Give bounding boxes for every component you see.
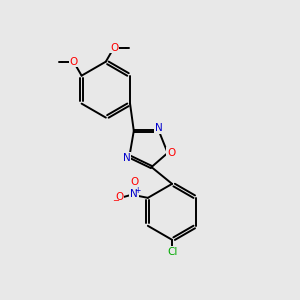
Text: +: + [135, 186, 141, 195]
Text: N: N [123, 153, 130, 163]
Text: −: − [112, 196, 119, 206]
Text: O: O [110, 43, 118, 52]
Text: O: O [115, 192, 123, 202]
Text: O: O [167, 148, 175, 158]
Text: Cl: Cl [167, 247, 177, 257]
Text: O: O [130, 177, 138, 187]
Text: O: O [69, 56, 77, 67]
Text: N: N [155, 123, 163, 133]
Text: N: N [130, 189, 138, 199]
